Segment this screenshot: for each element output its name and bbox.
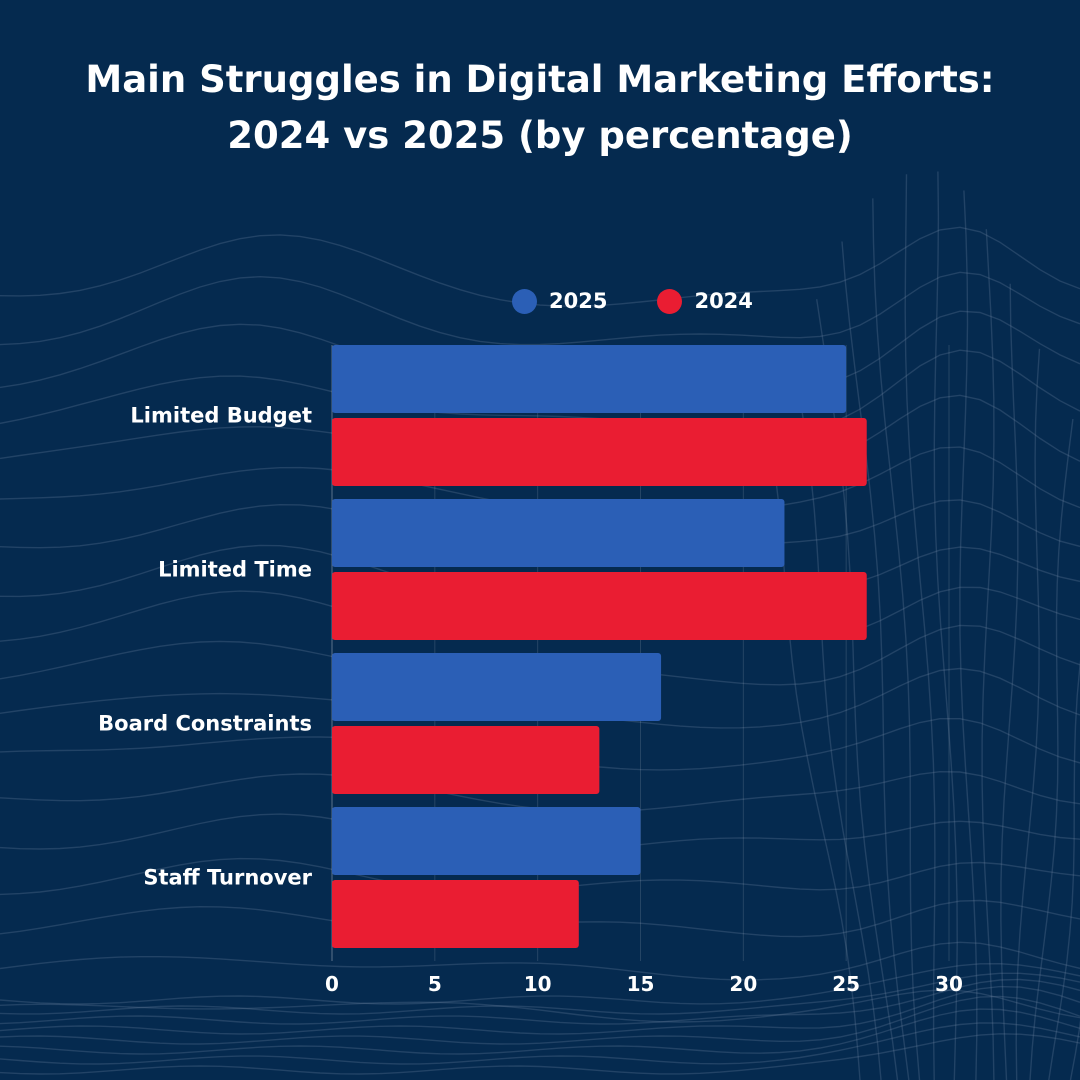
bar-2024-board-constraints <box>332 726 600 794</box>
category-label: Staff Turnover <box>143 866 312 890</box>
bar-2024-limited-time <box>332 572 867 640</box>
x-tick-label: 10 <box>524 972 552 996</box>
category-label: Limited Time <box>158 558 312 582</box>
x-tick-label: 5 <box>428 972 442 996</box>
chart-legend: 2025 2024 <box>512 286 753 316</box>
legend-item-2025: 2025 <box>512 288 608 314</box>
terrain-contour <box>0 1008 1080 1055</box>
terrain-wire <box>1000 283 1019 1080</box>
legend-swatch-2024 <box>657 288 683 314</box>
terrain-wire <box>1015 348 1041 1080</box>
bar-2025-board-constraints <box>332 653 662 721</box>
bar-2025-limited-time <box>332 499 785 567</box>
legend-label-2024: 2024 <box>694 289 753 313</box>
terrain-contour <box>0 941 1080 981</box>
terrain-wire <box>933 171 958 1080</box>
terrain-contour <box>0 972 1080 1015</box>
bar-2025-staff-turnover <box>332 807 641 875</box>
terrain-contour <box>0 1022 1080 1065</box>
chart-title-line-2: 2024 vs 2025 (by percentage) <box>227 114 853 157</box>
bar-2024-limited-budget <box>332 418 867 486</box>
x-tick-label: 0 <box>325 972 339 996</box>
terrain-wire <box>841 241 910 1080</box>
terrain-wire <box>904 174 936 1080</box>
terrain-wire <box>1029 418 1074 1080</box>
terrain-contour <box>0 985 1080 1035</box>
x-tick-label: 25 <box>832 972 860 996</box>
bar-2024-staff-turnover <box>332 880 579 948</box>
terrain-contour <box>0 349 1080 434</box>
terrain-contour <box>0 1033 1080 1075</box>
x-tick-label: 15 <box>627 972 655 996</box>
terrain-wire <box>981 229 995 1080</box>
bars <box>332 345 867 948</box>
terrain-contour <box>0 995 1080 1045</box>
terrain-wire <box>959 190 978 1080</box>
terrain-contour <box>0 271 1080 346</box>
terrain-contour <box>0 978 1080 1025</box>
bar-2025-limited-budget <box>332 345 847 413</box>
x-tick-label: 20 <box>729 972 757 996</box>
chart-title: Main Struggles in Digital Marketing Effo… <box>0 52 1080 164</box>
chart-title-line-1: Main Struggles in Digital Marketing Effo… <box>85 58 995 101</box>
terrain-contour <box>0 989 1080 1023</box>
category-label: Board Constraints <box>98 712 312 736</box>
x-tick-label: 30 <box>935 972 963 996</box>
legend-label-2025: 2025 <box>549 289 608 313</box>
terrain-wire <box>872 198 921 1080</box>
terrain-wire <box>1048 659 1080 1080</box>
terrain-contour <box>0 962 1080 1005</box>
legend-swatch-2025 <box>512 288 537 314</box>
category-label: Limited Budget <box>130 404 312 428</box>
terrain-contour <box>0 226 1080 307</box>
legend-item-2024: 2024 <box>657 288 753 314</box>
